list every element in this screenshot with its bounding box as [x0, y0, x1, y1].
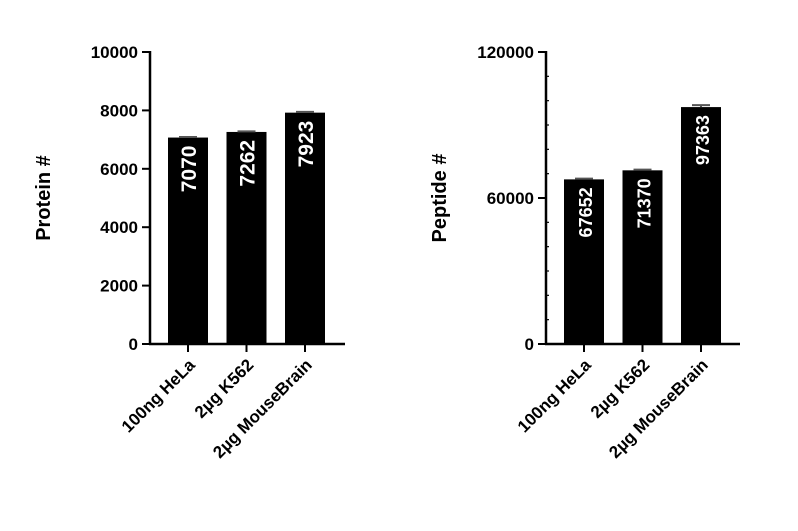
protein-bar-data-label: 7262 [237, 140, 260, 187]
protein-y-tick-label: 6000 [100, 160, 138, 179]
peptide-count-chart: 0 60000 120000 Peptide # 67652 100ng HeLa 7137… [429, 43, 740, 462]
protein-bar [226, 131, 267, 344]
peptide-y-tick-label: 0 [525, 335, 534, 354]
peptide-bar-data-label: 67652 [576, 187, 596, 237]
protein-y-tick-label: 4000 [100, 218, 138, 237]
protein-y-tick-label: 2000 [100, 277, 138, 296]
peptide-y-axis-title: Peptide # [429, 154, 451, 243]
protein-bar-data-label: 7070 [178, 146, 201, 193]
peptide-bar [564, 179, 604, 344]
peptide-category-label: 100ng HeLa [514, 355, 595, 436]
protein-y-tick-label: 8000 [100, 101, 138, 120]
protein-y-tick-label: 0 [129, 335, 138, 354]
peptide-y-tick-label: 120000 [477, 43, 534, 62]
protein-category-label: 100ng HeLa [118, 355, 199, 436]
peptide-y-tick-label: 60000 [487, 189, 534, 208]
protein-bar-data-label: 7923 [295, 121, 318, 168]
peptide-category-label: 2µg MouseBrain [605, 355, 712, 462]
protein-count-chart: 0 2000 4000 6000 8000 10000 Protein # 7070 100ng… [33, 43, 345, 462]
protein-y-axis-title: Protein # [33, 155, 55, 241]
peptide-bar-data-label: 71370 [635, 178, 655, 228]
protein-bar [285, 112, 325, 344]
peptide-bar [681, 107, 721, 344]
protein-bar [168, 137, 208, 344]
protein-category-label: 2µg MouseBrain [209, 355, 316, 462]
peptide-bar-data-label: 97363 [693, 115, 713, 165]
peptide-bar [622, 170, 663, 344]
protein-y-tick-label: 10000 [91, 43, 138, 62]
